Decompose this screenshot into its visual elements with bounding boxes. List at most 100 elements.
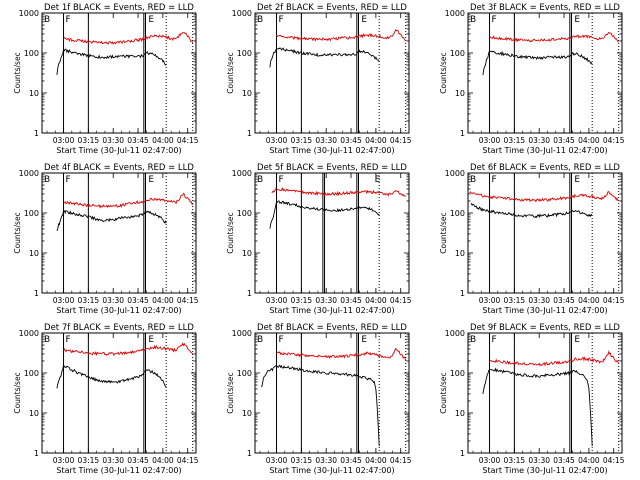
- interval-marker-b: B: [470, 15, 476, 25]
- y-tick-label: 10: [242, 249, 252, 258]
- y-tick-label: 10: [242, 89, 252, 98]
- x-tick-label: 03:15: [78, 456, 100, 465]
- interval-marker-b: B: [470, 335, 476, 345]
- chart-title: Det 4f BLACK = Events, RED = LLD: [44, 163, 194, 173]
- x-tick-label: 03:00: [53, 296, 75, 305]
- chart-title: Det 7f BLACK = Events, RED = LLD: [44, 323, 194, 333]
- x-tick-label: 03:45: [553, 136, 575, 145]
- plot-frame: [467, 332, 623, 454]
- y-tick-label: 10: [455, 409, 465, 418]
- interval-marker-e: E: [574, 175, 580, 185]
- interval-marker-f: F: [279, 175, 284, 185]
- series-line-black: [269, 47, 380, 68]
- y-tick-label: 10: [242, 409, 252, 418]
- y-tick-label: 1000: [232, 9, 252, 18]
- series-line-black: [56, 364, 167, 389]
- interval-marker-b: B: [470, 175, 476, 185]
- interval-marker-f: F: [279, 15, 284, 25]
- x-tick-label: 03:45: [340, 296, 362, 305]
- chart-panel-3: Det 3f BLACK = Events, RED = LLD 1 10 100 10…: [439, 3, 625, 155]
- x-tick-label: 03:00: [479, 456, 501, 465]
- x-axis-label: Start Time (30-Jul-11 02:47:00): [482, 466, 607, 475]
- y-tick-label: 10: [455, 89, 465, 98]
- y-tick-label: 10: [455, 249, 465, 258]
- x-tick-label: 03:45: [127, 136, 149, 145]
- interval-marker-e: E: [148, 15, 154, 25]
- chart-panel-1: Det 1f BLACK = Events, RED = LLD 1 10 100 10…: [13, 3, 199, 155]
- series-line-red: [489, 31, 619, 43]
- interval-marker-e: E: [148, 335, 154, 345]
- x-axis-label: Start Time (30-Jul-11 02:47:00): [269, 146, 394, 155]
- y-tick-label: 1000: [232, 329, 252, 338]
- y-axis-label: Counts/sec: [226, 212, 235, 253]
- chart-title: Det 8f BLACK = Events, RED = LLD: [257, 323, 407, 333]
- x-tick-label: 03:45: [340, 456, 362, 465]
- y-axis-label: Counts/sec: [13, 372, 22, 413]
- x-tick-label: 03:30: [315, 136, 337, 145]
- y-tick-label: 1: [247, 449, 252, 458]
- y-axis-label: Counts/sec: [439, 372, 448, 413]
- interval-marker-e: E: [574, 15, 580, 25]
- interval-marker-f: F: [492, 175, 497, 185]
- x-tick-label: 03:30: [102, 456, 124, 465]
- series-line-black: [261, 364, 380, 447]
- plot-frame: [41, 332, 197, 454]
- interval-marker-b: B: [257, 175, 263, 185]
- x-tick-label: 04:00: [578, 456, 600, 465]
- y-tick-label: 1000: [19, 9, 39, 18]
- interval-marker-e: E: [574, 335, 580, 345]
- y-tick-label: 1000: [19, 169, 39, 178]
- x-tick-label: 03:00: [266, 456, 288, 465]
- series-line-red: [63, 342, 194, 357]
- interval-marker-b: B: [44, 335, 50, 345]
- chart-panel-6: Det 6f BLACK = Events, RED = LLD 1 10 100 10…: [439, 163, 625, 315]
- interval-marker-f: F: [66, 15, 71, 25]
- y-axis-label: Counts/sec: [439, 212, 448, 253]
- x-axis-label: Start Time (30-Jul-11 02:47:00): [56, 146, 181, 155]
- x-tick-label: 03:15: [78, 296, 100, 305]
- y-tick-label: 10: [29, 89, 39, 98]
- x-tick-label: 03:30: [315, 456, 337, 465]
- x-axis-label: Start Time (30-Jul-11 02:47:00): [56, 306, 181, 315]
- x-tick-label: 03:45: [553, 296, 575, 305]
- x-tick-label: 03:15: [78, 136, 100, 145]
- x-tick-label: 03:00: [53, 136, 75, 145]
- chart-title: Det 3f BLACK = Events, RED = LLD: [470, 3, 620, 13]
- y-tick-label: 100: [24, 209, 39, 218]
- y-tick-label: 100: [450, 209, 465, 218]
- chart-title: Det 9f BLACK = Events, RED = LLD: [470, 323, 620, 333]
- series-line-red: [276, 347, 407, 361]
- x-tick-label: 04:15: [177, 456, 199, 465]
- series-line-red: [276, 28, 407, 42]
- interval-marker-e: E: [361, 335, 367, 345]
- x-tick-label: 04:15: [177, 136, 199, 145]
- x-tick-label: 03:15: [291, 136, 313, 145]
- y-tick-label: 100: [24, 369, 39, 378]
- x-tick-label: 03:00: [479, 136, 501, 145]
- interval-marker-e: E: [375, 175, 381, 185]
- x-tick-label: 03:45: [340, 136, 362, 145]
- interval-marker-e: E: [148, 175, 154, 185]
- x-tick-label: 04:00: [578, 296, 600, 305]
- y-tick-label: 1: [34, 449, 39, 458]
- interval-marker-b: B: [44, 15, 50, 25]
- x-tick-label: 03:30: [315, 296, 337, 305]
- x-tick-label: 03:00: [479, 296, 501, 305]
- y-axis-label: Counts/sec: [226, 52, 235, 93]
- y-tick-label: 100: [237, 49, 252, 58]
- y-tick-label: 100: [450, 369, 465, 378]
- chart-panel-2: Det 2f BLACK = Events, RED = LLD 1 10 100 10…: [226, 3, 412, 155]
- y-tick-label: 1000: [232, 169, 252, 178]
- series-line-red: [469, 190, 619, 203]
- x-axis-label: Start Time (30-Jul-11 02:47:00): [269, 466, 394, 475]
- x-tick-label: 03:15: [504, 136, 526, 145]
- x-tick-label: 03:15: [504, 296, 526, 305]
- y-tick-label: 1: [34, 129, 39, 138]
- chart-panel-8: Det 8f BLACK = Events, RED = LLD 1 10 100 10…: [226, 323, 412, 475]
- chart-title: Det 5f BLACK = Events, RED = LLD: [257, 163, 407, 173]
- x-tick-label: 04:15: [390, 296, 412, 305]
- interval-marker-f: F: [66, 175, 71, 185]
- x-tick-label: 03:30: [528, 136, 550, 145]
- y-axis-label: Counts/sec: [13, 52, 22, 93]
